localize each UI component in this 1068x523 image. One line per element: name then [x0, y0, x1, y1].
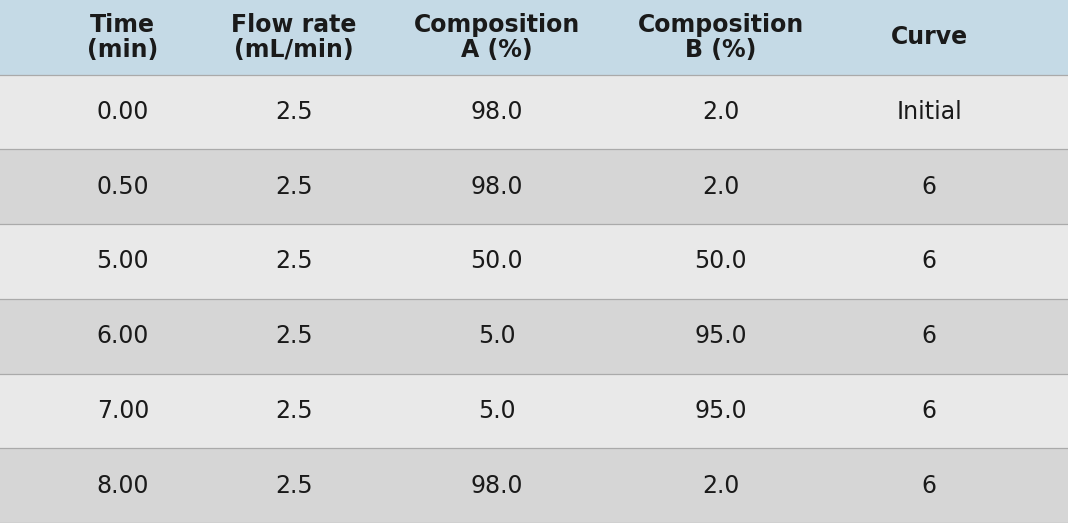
Bar [0, 224, 1068, 299]
Text: 6.00: 6.00 [96, 324, 150, 348]
Bar [0, 0, 1068, 75]
Text: Initial: Initial [896, 100, 962, 124]
Text: A (%): A (%) [460, 38, 533, 62]
Text: 0.00: 0.00 [96, 100, 150, 124]
Text: 0.50: 0.50 [96, 175, 150, 199]
Text: 2.5: 2.5 [274, 399, 313, 423]
Text: 2.0: 2.0 [703, 100, 739, 124]
Text: (min): (min) [88, 38, 158, 62]
Text: 5.0: 5.0 [477, 324, 516, 348]
Text: 95.0: 95.0 [694, 324, 748, 348]
Bar [0, 150, 1068, 224]
Text: 6: 6 [922, 399, 937, 423]
Bar [0, 448, 1068, 523]
Text: 98.0: 98.0 [470, 175, 523, 199]
Text: 50.0: 50.0 [470, 249, 523, 274]
Text: Composition: Composition [638, 14, 804, 38]
Text: 6: 6 [922, 249, 937, 274]
Text: 98.0: 98.0 [470, 100, 523, 124]
Text: 6: 6 [922, 324, 937, 348]
Text: 6: 6 [922, 474, 937, 498]
Text: 5.00: 5.00 [96, 249, 150, 274]
Text: Curve: Curve [891, 25, 968, 49]
Text: 7.00: 7.00 [96, 399, 150, 423]
Text: 2.5: 2.5 [274, 175, 313, 199]
Text: 2.0: 2.0 [703, 175, 739, 199]
Text: 98.0: 98.0 [470, 474, 523, 498]
Text: 2.0: 2.0 [703, 474, 739, 498]
Bar [0, 299, 1068, 373]
Bar [0, 75, 1068, 150]
Text: Composition: Composition [413, 14, 580, 38]
Text: 2.5: 2.5 [274, 324, 313, 348]
Text: 2.5: 2.5 [274, 249, 313, 274]
Bar [0, 373, 1068, 448]
Text: 6: 6 [922, 175, 937, 199]
Text: Time: Time [91, 14, 155, 38]
Text: Flow rate: Flow rate [231, 14, 357, 38]
Text: (mL/min): (mL/min) [234, 38, 354, 62]
Text: 95.0: 95.0 [694, 399, 748, 423]
Text: 2.5: 2.5 [274, 100, 313, 124]
Text: 8.00: 8.00 [96, 474, 150, 498]
Text: 5.0: 5.0 [477, 399, 516, 423]
Text: 2.5: 2.5 [274, 474, 313, 498]
Text: 50.0: 50.0 [694, 249, 748, 274]
Text: B (%): B (%) [686, 38, 756, 62]
